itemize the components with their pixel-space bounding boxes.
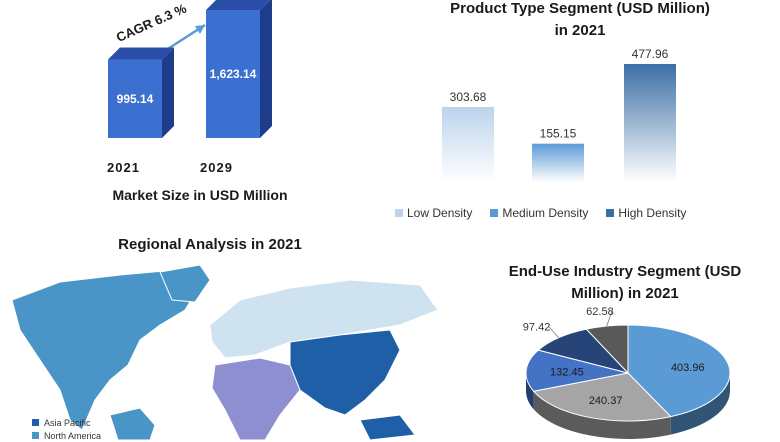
- pie-slice-1: [627, 324, 731, 418]
- regional-analysis-panel: Regional Analysis in 2021 Asia Pacific N…: [0, 230, 460, 442]
- product-type-panel: Product Type Segment (USD Million) in 20…: [380, 0, 780, 235]
- map-greenland: [159, 264, 211, 303]
- map-asia-pacific: [289, 329, 401, 416]
- market-bar-2021: [108, 59, 162, 139]
- market-bar-top-2021: [108, 47, 174, 60]
- map-legend-label-asia-pacific: Asia Pacific: [44, 417, 91, 428]
- market-bar-value-2021: 995.14: [117, 92, 154, 106]
- map-oceania: [359, 414, 416, 440]
- map-legend-swatch-north-america: [32, 432, 39, 439]
- world-map: [11, 264, 439, 440]
- product-type-title-line1: Product Type Segment (USD Million): [450, 0, 710, 17]
- map-legend-item-north-america: North America: [32, 429, 101, 442]
- end-use-title-line2: Million) in 2021: [571, 285, 679, 302]
- market-bar-value-2029: 1,623.14: [210, 67, 257, 81]
- product-bar-high-density: [624, 64, 676, 182]
- map-legend: Asia Pacific North America: [32, 416, 101, 442]
- pie-side-slice-3: [526, 373, 534, 410]
- pie-leader-slice-5: [606, 310, 613, 327]
- end-use-panel: End-Use Industry Segment (USD Million) i…: [470, 255, 780, 440]
- market-bar-2029: [206, 10, 260, 138]
- market-xlabel-2029: 2029: [200, 160, 233, 175]
- legend-item-low-density: Low Density: [395, 206, 472, 220]
- product-bar-low-density: [442, 107, 494, 182]
- product-type-title-line2: in 2021: [554, 22, 606, 39]
- market-size-chart: 995.14 1,623.14: [108, 0, 272, 139]
- map-middle-east-africa: [211, 357, 301, 440]
- pie-slice-5: [585, 324, 629, 375]
- map-south-america: [109, 407, 156, 440]
- product-bar-value-medium-density: 155.15: [540, 127, 577, 141]
- map-legend-item-asia-pacific: Asia Pacific: [32, 416, 101, 429]
- product-type-legend: Low Density Medium Density High Density: [395, 206, 686, 220]
- pie-value-slice-3: 132.45: [550, 366, 584, 378]
- pie-value-slice-2: 240.37: [589, 395, 623, 407]
- legend-item-medium-density: Medium Density: [490, 206, 588, 220]
- pie-side-slice-1: [670, 373, 730, 435]
- map-legend-label-north-america: North America: [44, 430, 102, 441]
- market-size-subtitle: Market Size in USD Million: [112, 187, 288, 203]
- pie-value-slice-4: 97.42: [523, 321, 551, 333]
- product-bar-medium-density: [532, 143, 584, 182]
- legend-label-low-density: Low Density: [407, 206, 473, 220]
- pie-leader-slice-4: [548, 326, 560, 339]
- legend-swatch-low-density: [395, 209, 403, 217]
- legend-label-high-density: High Density: [618, 206, 687, 220]
- market-bar-side-2029: [260, 0, 272, 138]
- end-use-title-line1: End-Use Industry Segment (USD: [508, 263, 742, 280]
- market-bar-top-2029: [206, 0, 270, 10]
- map-north-america: [11, 269, 201, 431]
- pie-value-slice-5: 62.58: [586, 306, 614, 318]
- product-type-chart: 303.68 155.15 477.96: [442, 47, 676, 182]
- cagr-arrow-head: [195, 25, 205, 34]
- legend-swatch-high-density: [606, 209, 615, 217]
- legend-swatch-medium-density: [490, 209, 499, 217]
- end-use-pie-chart: 403.96 240.37 132.45 97.42 62.58: [523, 306, 731, 439]
- map-legend-swatch-asia-pacific: [32, 419, 39, 426]
- legend-item-high-density: High Density: [606, 206, 686, 220]
- pie-side-slice-2: [533, 391, 671, 439]
- market-bar-side-2021: [162, 47, 174, 139]
- regional-analysis-title: Regional Analysis in 2021: [118, 236, 302, 253]
- legend-label-medium-density: Medium Density: [502, 206, 589, 220]
- market-size-panel: 995.14 1,623.14 CAGR 6.3 % 2021 2029 Mark…: [0, 0, 330, 220]
- product-bar-value-low-density: 303.68: [450, 90, 487, 104]
- map-europe-russia: [209, 279, 439, 359]
- product-bar-value-high-density: 477.96: [632, 47, 669, 61]
- market-xlabel-2021: 2021: [107, 160, 140, 175]
- pie-value-slice-1: 403.96: [671, 362, 705, 374]
- pie-slice-3: [525, 349, 629, 392]
